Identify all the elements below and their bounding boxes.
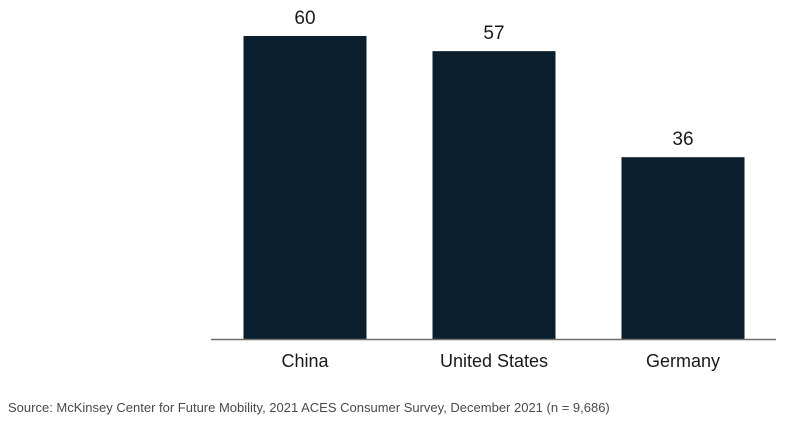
x-tick-label-china: China: [281, 351, 329, 371]
source-note: Source: McKinsey Center for Future Mobil…: [8, 400, 610, 415]
x-tick-labels-group: China United States Germany: [281, 351, 720, 371]
data-label-germany: 36: [672, 129, 693, 150]
bar-united-states: [432, 51, 556, 340]
data-label-china: 60: [294, 8, 315, 29]
bar-china: [243, 36, 367, 339]
data-label-united-states: 57: [483, 23, 504, 44]
bar-germany: [621, 157, 745, 339]
bar-chart: 60 57 36 China United States Germany: [211, 8, 776, 371]
x-tick-label-united-states: United States: [440, 351, 548, 371]
x-tick-label-germany: Germany: [646, 351, 720, 371]
bars-group: [243, 36, 745, 340]
value-labels-group: 60 57 36: [294, 8, 693, 150]
